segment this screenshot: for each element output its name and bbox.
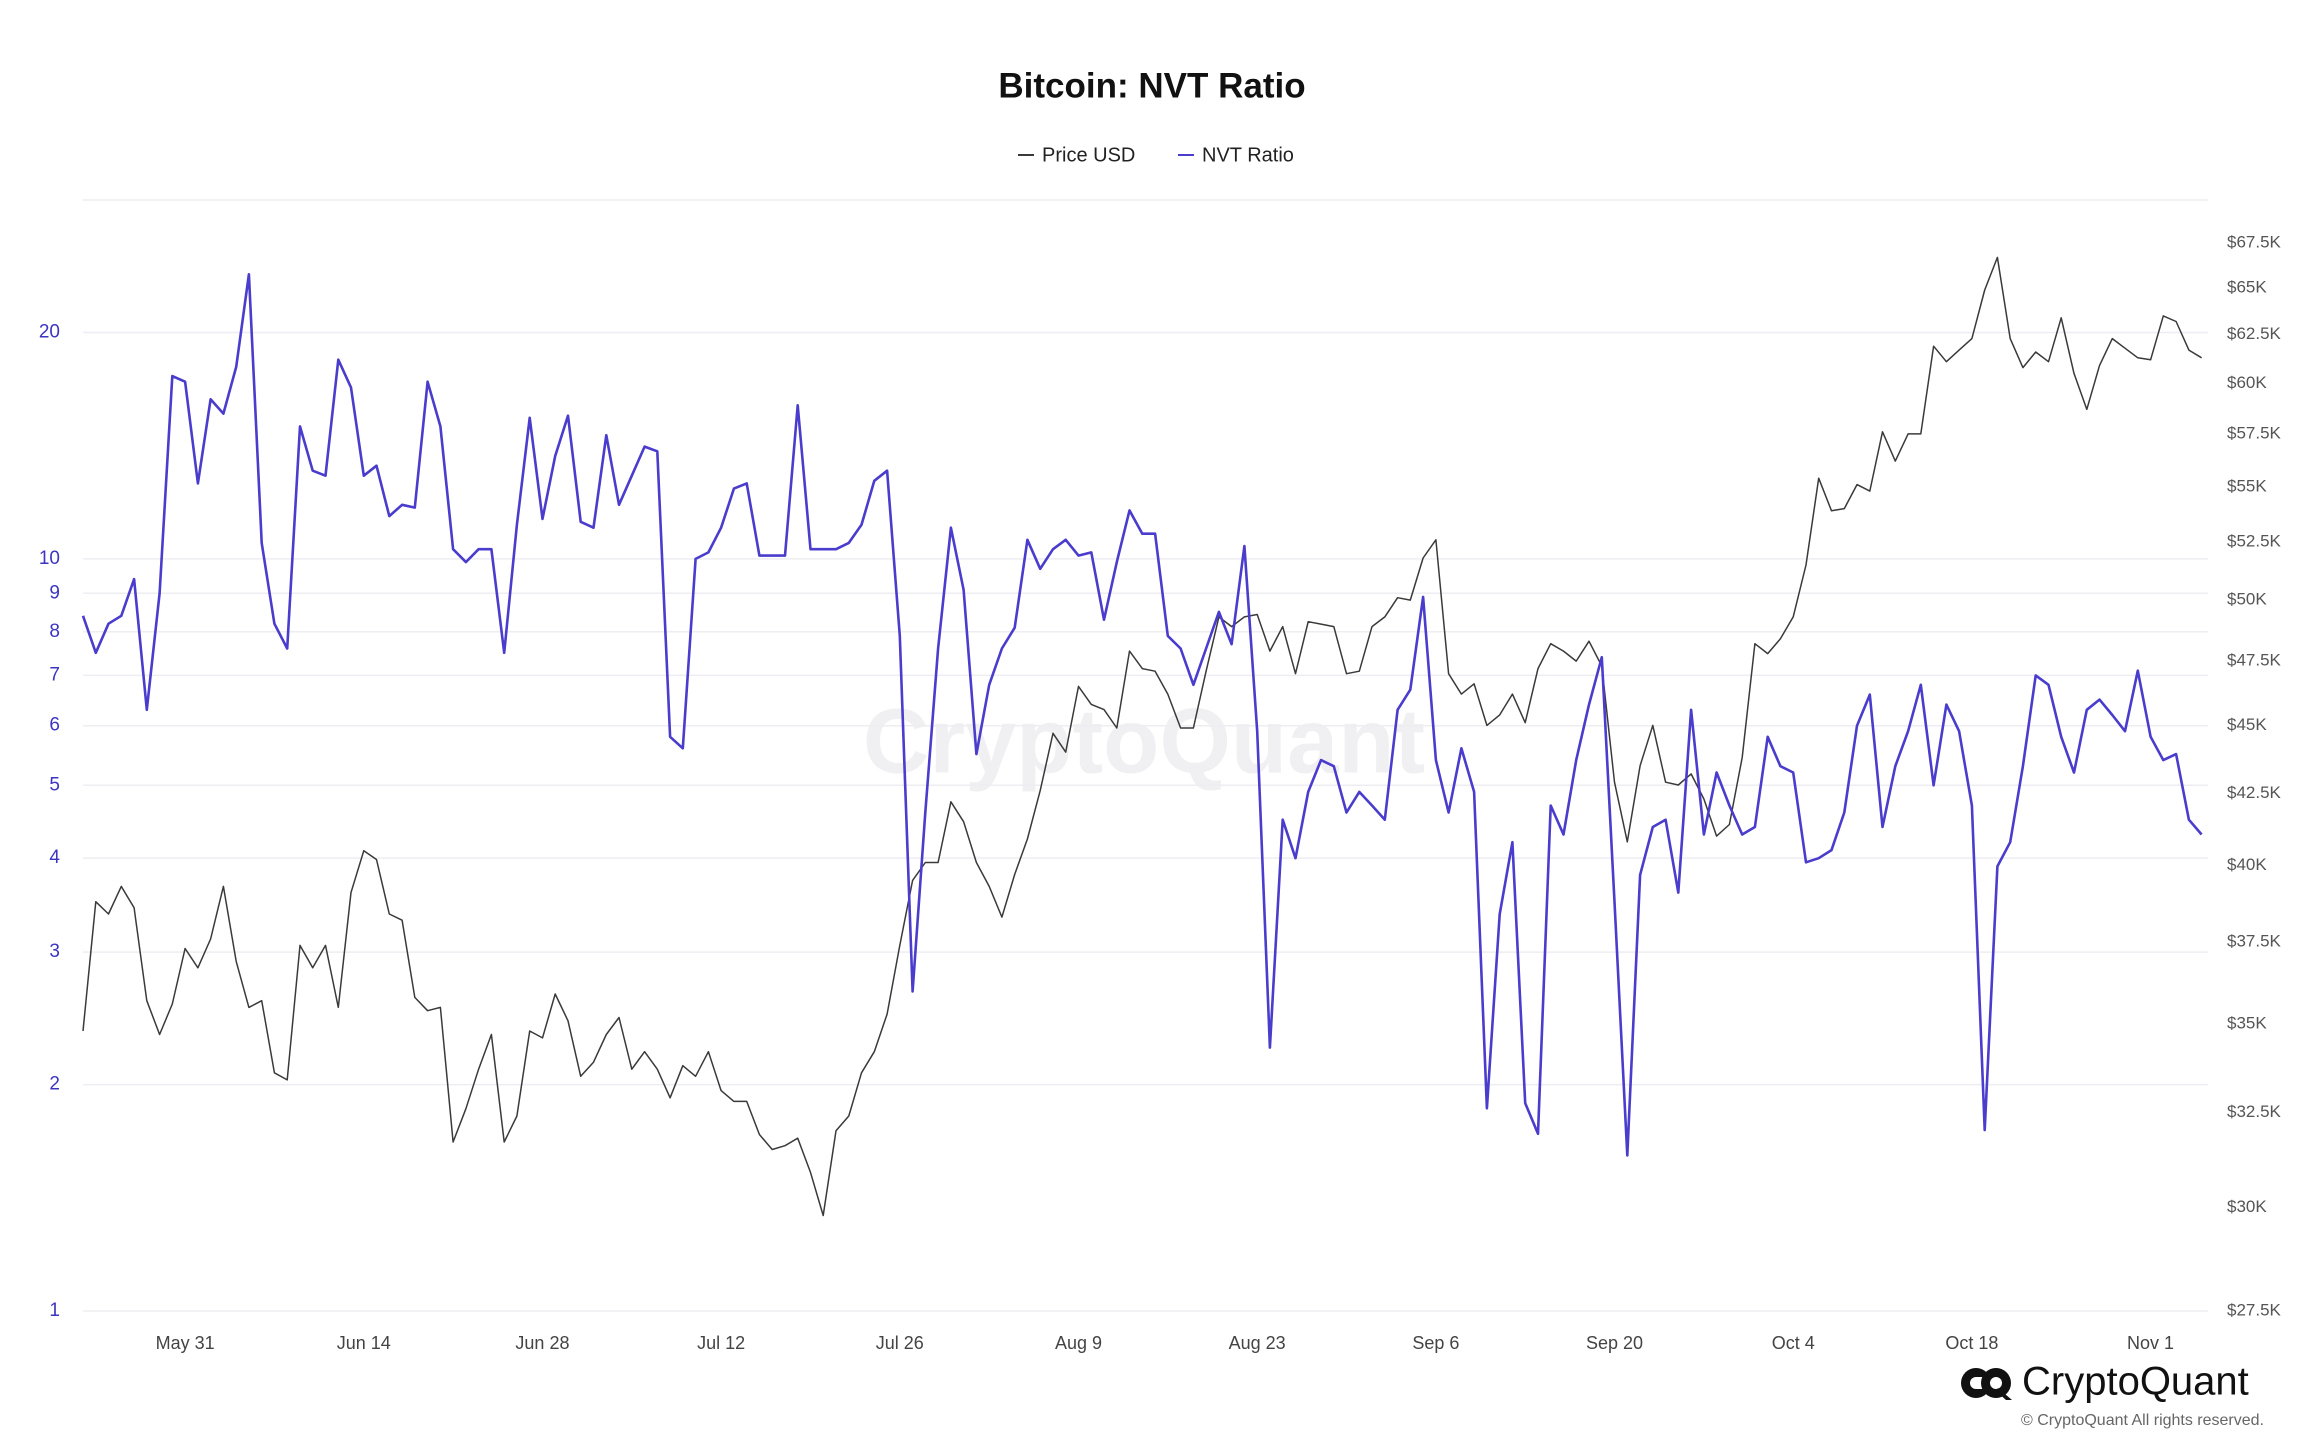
y-tick-label: 6 bbox=[49, 715, 60, 736]
y-tick-label: 1 bbox=[49, 1300, 60, 1321]
y-tick-label: 20 bbox=[39, 321, 60, 342]
x-tick-label: Aug 23 bbox=[1229, 1333, 1286, 1353]
x-tick-label: Jun 14 bbox=[337, 1333, 391, 1353]
y-tick-label: 5 bbox=[49, 774, 60, 795]
series-line bbox=[82, 256, 2202, 1217]
legend-label: Price USD bbox=[1042, 144, 1135, 166]
y2-tick-label: $37.5K bbox=[2227, 932, 2282, 951]
x-tick-label: May 31 bbox=[156, 1333, 215, 1353]
x-tick-label: Oct 18 bbox=[1945, 1333, 1998, 1353]
x-tick-label: Oct 4 bbox=[1772, 1333, 1815, 1353]
legend-label: NVT Ratio bbox=[1202, 144, 1294, 166]
series-line bbox=[81, 273, 2203, 1157]
watermark: CryptoQuant bbox=[863, 690, 1425, 792]
x-tick-label: Jun 28 bbox=[515, 1333, 569, 1353]
y-tick-label: 2 bbox=[49, 1074, 60, 1095]
x-tick-label: Aug 9 bbox=[1055, 1333, 1102, 1353]
x-tick-label: Sep 6 bbox=[1412, 1333, 1459, 1353]
y2-tick-label: $45K bbox=[2227, 715, 2267, 734]
y-tick-label: 7 bbox=[49, 664, 60, 685]
x-tick-label: Sep 20 bbox=[1586, 1333, 1643, 1353]
y-tick-label: 8 bbox=[49, 621, 60, 642]
y2-tick-label: $65K bbox=[2227, 278, 2267, 297]
copyright: © CryptoQuant All rights reserved. bbox=[2021, 1412, 2264, 1429]
y-tick-label: 3 bbox=[49, 941, 60, 962]
logo-icon bbox=[1961, 1368, 2012, 1400]
y-tick-label: 9 bbox=[49, 582, 60, 603]
logo-text: CryptoQuant bbox=[2022, 1360, 2249, 1404]
y2-tick-label: $50K bbox=[2227, 590, 2267, 609]
x-tick-label: Jul 26 bbox=[876, 1333, 924, 1353]
y2-tick-label: $35K bbox=[2227, 1014, 2267, 1033]
y2-tick-label: $62.5K bbox=[2227, 324, 2282, 343]
x-tick-label: Nov 1 bbox=[2127, 1333, 2174, 1353]
y2-tick-label: $30K bbox=[2227, 1197, 2267, 1216]
y2-tick-label: $27.5K bbox=[2227, 1300, 2282, 1319]
x-tick-label: Jul 12 bbox=[697, 1333, 745, 1353]
chart-title: Bitcoin: NVT Ratio bbox=[998, 66, 1305, 105]
y2-tick-label: $60K bbox=[2227, 373, 2267, 392]
y-tick-label: 10 bbox=[39, 548, 60, 569]
y2-tick-label: $57.5K bbox=[2227, 423, 2282, 442]
y2-tick-label: $42.5K bbox=[2227, 783, 2282, 802]
y2-tick-label: $55K bbox=[2227, 476, 2267, 495]
y2-tick-label: $40K bbox=[2227, 855, 2267, 874]
y2-tick-label: $52.5K bbox=[2227, 532, 2282, 551]
y2-tick-label: $47.5K bbox=[2227, 651, 2282, 670]
y-tick-label: 4 bbox=[49, 847, 60, 868]
y2-tick-label: $67.5K bbox=[2227, 233, 2282, 252]
y2-tick-label: $32.5K bbox=[2227, 1102, 2282, 1121]
